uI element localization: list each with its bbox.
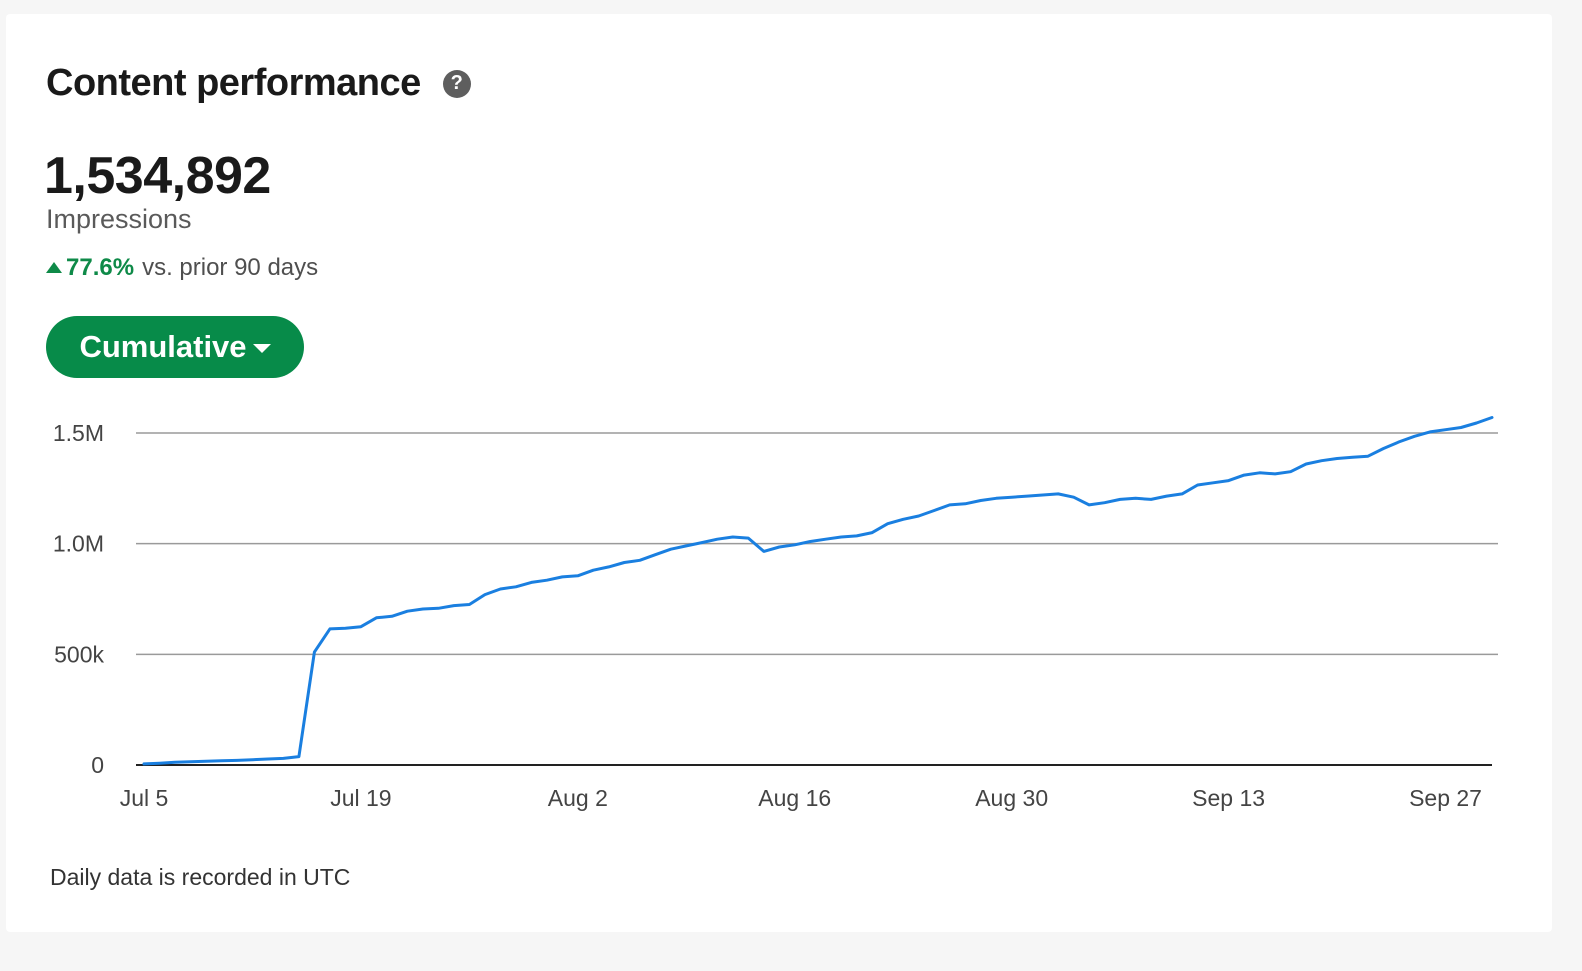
utc-footnote: Daily data is recorded in UTC [50, 864, 351, 890]
caret-down-icon [252, 343, 271, 353]
content-performance-card: Content performance ? 1,534,892 Impressi… [6, 14, 1552, 932]
impressions-series-line [142, 416, 1494, 766]
x-tick-label: Aug 30 [975, 785, 1048, 811]
help-icon[interactable]: ? [442, 69, 471, 98]
x-tick-label: Jul 5 [120, 785, 169, 811]
x-tick-label: Jul 19 [330, 785, 391, 811]
x-tick-label: Aug 16 [758, 785, 831, 811]
impressions-value: 1,534,892 [44, 147, 271, 205]
grid-layer [136, 432, 1498, 766]
series-layer [142, 416, 1494, 766]
x-tick-label: Sep 27 [1409, 785, 1482, 811]
x-axis-ticks: Jul 5 Jul 19 Aug 2 Aug 16 Aug 30 Sep 13 Sep 27 [120, 785, 1482, 811]
y-tick-label: 0 [91, 752, 104, 778]
cumulative-dropdown[interactable]: Cumulative [46, 316, 304, 378]
dropdown-label: Cumulative [79, 329, 247, 364]
change-percent: 77.6% [66, 254, 135, 281]
x-tick-label: Sep 13 [1192, 785, 1265, 811]
x-tick-label: Aug 2 [548, 785, 608, 811]
y-tick-label: 1.0M [53, 531, 104, 557]
title-row: Content performance ? [46, 62, 471, 105]
change-row: 77.6% vs. prior 90 days [46, 254, 318, 282]
y-tick-label: 500k [54, 641, 104, 667]
impressions-line-chart: 0 500k 1.0M 1.5M Jul 5 Jul 19 Aug 2 Aug 16 Aug … [53, 416, 1498, 811]
trend-up-icon [46, 261, 62, 273]
impressions-label: Impressions [46, 204, 192, 234]
change-comparison-text: vs. prior 90 days [142, 254, 319, 281]
y-tick-label: 1.5M [53, 420, 104, 446]
page-title: Content performance [46, 62, 421, 104]
y-axis-ticks: 0 500k 1.0M 1.5M [53, 420, 105, 778]
